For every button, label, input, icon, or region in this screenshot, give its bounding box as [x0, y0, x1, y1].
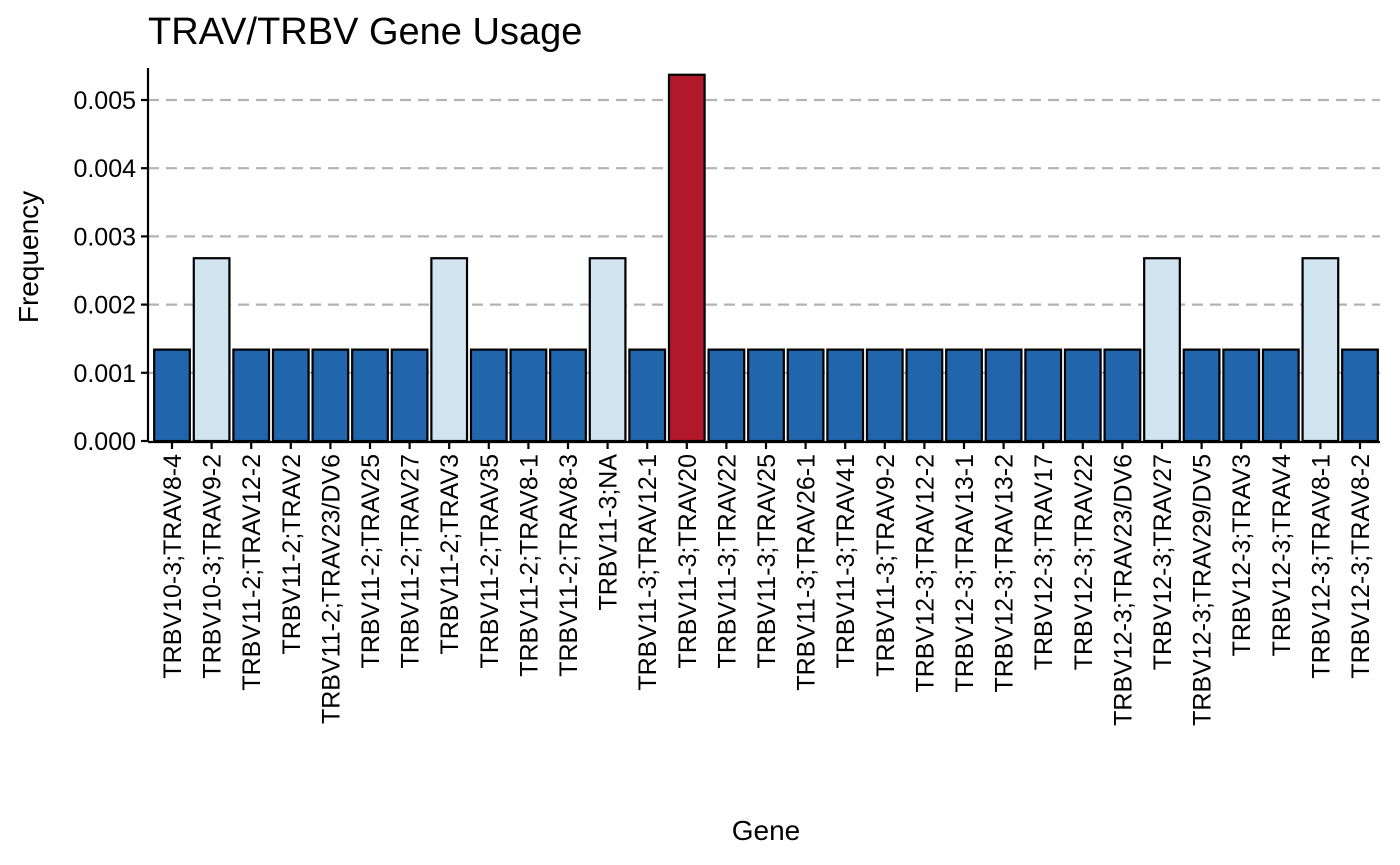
bar: [311, 348, 350, 443]
x-tick-label: TRBV11-2;TRAV35: [476, 454, 504, 668]
x-tick-label: TRBV12-3;TRAV13-2: [991, 454, 1019, 693]
bar: [430, 257, 469, 443]
y-tick-label: 0.001: [73, 360, 136, 388]
x-tick-label: TRBV11-2;TRAV25: [357, 454, 385, 668]
x-tick-label: TRBV11-2;TRAV12-2: [238, 454, 266, 691]
x-tick-label: TRBV11-3;NA: [595, 454, 623, 611]
bar: [1024, 348, 1063, 443]
chart-title: TRAV/TRBV Gene Usage: [148, 11, 582, 53]
x-tick-label: TRBV12-3;TRAV3: [1228, 454, 1256, 656]
bar: [786, 348, 825, 443]
bar: [1341, 348, 1379, 443]
x-tick-label: TRBV11-3;TRAV9-2: [872, 454, 900, 677]
bar: [1143, 257, 1181, 443]
x-tick-label: TRBV12-3;TRAV22: [1070, 454, 1098, 670]
x-ticks: TRBV10-3;TRAV8-4 TRBV10-3;TRAV9-2 TRBV11-2…: [159, 442, 1375, 726]
bars: [153, 73, 1379, 443]
x-tick-label: TRBV11-2;TRAV27: [397, 454, 425, 668]
x-tick-label: TRBV10-3;TRAV9-2: [199, 454, 227, 679]
x-tick-label: TRBV10-3;TRAV8-4: [159, 454, 187, 679]
x-tick-label: TRBV12-3;TRAV4: [1268, 454, 1296, 656]
bar: [469, 348, 508, 443]
bar: [549, 348, 587, 443]
bar: [232, 348, 271, 443]
x-tick-label: TRBV12-3;TRAV8-2: [1347, 454, 1375, 679]
y-tick-label: 0.000: [73, 428, 136, 456]
x-tick-label: TRBV12-3;TRAV8-1: [1307, 454, 1335, 679]
bar: [509, 348, 548, 443]
x-tick-label: TRBV11-2;TRAV23/DV6: [317, 454, 345, 724]
bar: [192, 257, 231, 443]
bar: [747, 348, 785, 443]
x-tick-label: TRBV12-3;TRAV13-1: [951, 454, 979, 693]
bar: [826, 348, 865, 443]
x-tick-label: TRBV12-3;TRAV29/DV5: [1189, 454, 1217, 726]
bar: [865, 348, 904, 443]
x-tick-label: TRBV11-2;TRAV8-1: [515, 454, 543, 677]
bar: [1261, 348, 1300, 443]
x-tick-label: TRBV11-3;TRAV20: [674, 454, 702, 668]
x-tick-label: TRBV11-2;TRAV2: [278, 454, 306, 655]
y-tick-label: 0.002: [73, 292, 136, 320]
x-tick-label: TRBV11-2;TRAV8-3: [555, 454, 583, 677]
x-tick-label: TRBV11-3;TRAV25: [753, 454, 781, 668]
bar: [588, 257, 627, 443]
y-tick-label: 0.004: [73, 155, 136, 183]
x-tick-label: TRBV11-2;TRAV3: [436, 454, 464, 655]
x-tick-label: TRBV12-3;TRAV23/DV6: [1109, 454, 1137, 726]
bar: [707, 348, 746, 443]
bar: [628, 348, 667, 443]
bar: [1063, 348, 1102, 443]
x-tick-label: TRBV11-3;TRAV12-1: [634, 454, 662, 691]
bar: [1103, 348, 1142, 443]
y-tick-label: 0.005: [73, 87, 136, 115]
bar: [390, 348, 429, 443]
x-tick-label: TRBV11-3;TRAV26-1: [793, 454, 821, 691]
bar: [351, 348, 389, 443]
bar: [984, 348, 1023, 443]
x-tick-label: TRBV12-3;TRAV12-2: [911, 454, 939, 693]
axes: [146, 68, 1380, 444]
bar: [153, 348, 191, 443]
y-ticks: 0.000 0.001 0.002 0.003 0.004 0.005: [73, 87, 148, 456]
x-tick-label: TRBV12-3;TRAV27: [1149, 454, 1177, 670]
y-tick-label: 0.003: [73, 223, 136, 251]
x-tick-label: TRBV11-3;TRAV22: [713, 454, 741, 668]
x-tick-label: TRBV12-3;TRAV17: [1030, 454, 1058, 670]
bar: [667, 73, 706, 443]
bar: [905, 348, 944, 443]
x-axis-title: Gene: [732, 815, 801, 846]
bar: [1182, 348, 1221, 443]
x-tick-label: TRBV11-3;TRAV41: [832, 454, 860, 668]
y-axis-title: Frequency: [13, 191, 44, 323]
bar: [271, 348, 310, 443]
bar: [1222, 348, 1261, 443]
bar: [1301, 257, 1340, 443]
bar: [945, 348, 983, 443]
grid-lines: [148, 98, 1380, 374]
